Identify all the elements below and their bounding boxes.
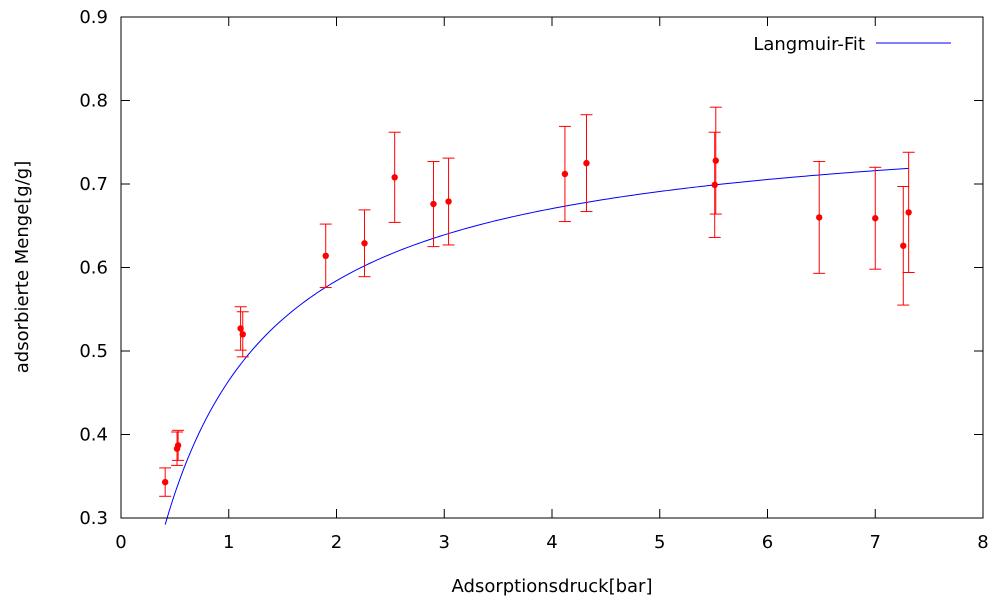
data-point — [580, 114, 593, 213]
data-point — [388, 131, 401, 223]
point-marker — [905, 209, 912, 216]
data-point — [708, 131, 721, 238]
x-tick-label: 0 — [115, 532, 126, 553]
y-tick-label: 0.8 — [79, 91, 108, 112]
y-tick-label: 0.6 — [79, 258, 108, 279]
data-points-group — [159, 106, 915, 497]
point-marker — [237, 325, 244, 332]
y-axis-label: adsorbierte Menge[g/g] — [12, 161, 33, 373]
data-point — [558, 125, 571, 223]
point-marker — [239, 331, 246, 338]
data-point — [902, 151, 915, 274]
data-point — [442, 157, 455, 246]
data-point — [897, 186, 910, 306]
point-marker — [872, 215, 879, 222]
plot-frame — [120, 16, 984, 519]
point-marker — [322, 252, 329, 260]
point-marker — [174, 442, 182, 449]
langmuir-fit-line — [164, 167, 909, 525]
data-point — [319, 223, 332, 289]
legend-label-fit: Langmuir-Fit — [753, 34, 865, 55]
x-axis-label: Adsorptionsdruck[bar] — [452, 576, 653, 597]
data-point — [172, 429, 185, 461]
legend: Langmuir-Fit — [753, 34, 951, 55]
x-tick-label: 5 — [654, 532, 665, 553]
data-point — [159, 467, 172, 497]
y-tick-label: 0.9 — [79, 7, 108, 28]
data-point — [236, 311, 249, 358]
x-tick-label: 7 — [870, 532, 881, 553]
x-tick-label: 6 — [762, 532, 773, 553]
point-marker — [361, 240, 368, 247]
point-marker — [430, 200, 437, 208]
fit-curve-group — [164, 167, 909, 525]
data-point — [869, 166, 882, 270]
point-marker — [816, 214, 823, 221]
x-tick-label: 8 — [977, 532, 988, 553]
point-marker — [391, 174, 398, 181]
data-point — [234, 306, 247, 351]
axis-tick-labels: 0 1 2 3 4 5 6 7 8 0.3 0.4 0.5 0.6 0.7 0.8 0.9 — [79, 7, 988, 553]
x-tick-label: 3 — [439, 532, 450, 553]
y-tick-label: 0.5 — [79, 341, 108, 362]
data-point — [709, 106, 722, 215]
x-tick-label: 2 — [331, 532, 342, 553]
x-tick-label: 1 — [223, 532, 234, 553]
data-point — [358, 209, 371, 278]
point-marker — [900, 242, 907, 249]
y-tick-label: 0.4 — [79, 425, 108, 446]
y-tick-label: 0.7 — [79, 174, 108, 195]
point-marker — [712, 157, 719, 164]
point-marker — [583, 159, 590, 167]
point-marker — [445, 198, 452, 205]
data-point — [427, 160, 440, 248]
y-tick-label: 0.3 — [79, 508, 108, 529]
x-tick-label: 4 — [546, 532, 557, 553]
point-marker — [161, 478, 169, 486]
point-marker — [561, 170, 569, 178]
axis-ticks — [120, 16, 984, 519]
point-marker — [711, 181, 718, 189]
data-point — [813, 160, 826, 274]
